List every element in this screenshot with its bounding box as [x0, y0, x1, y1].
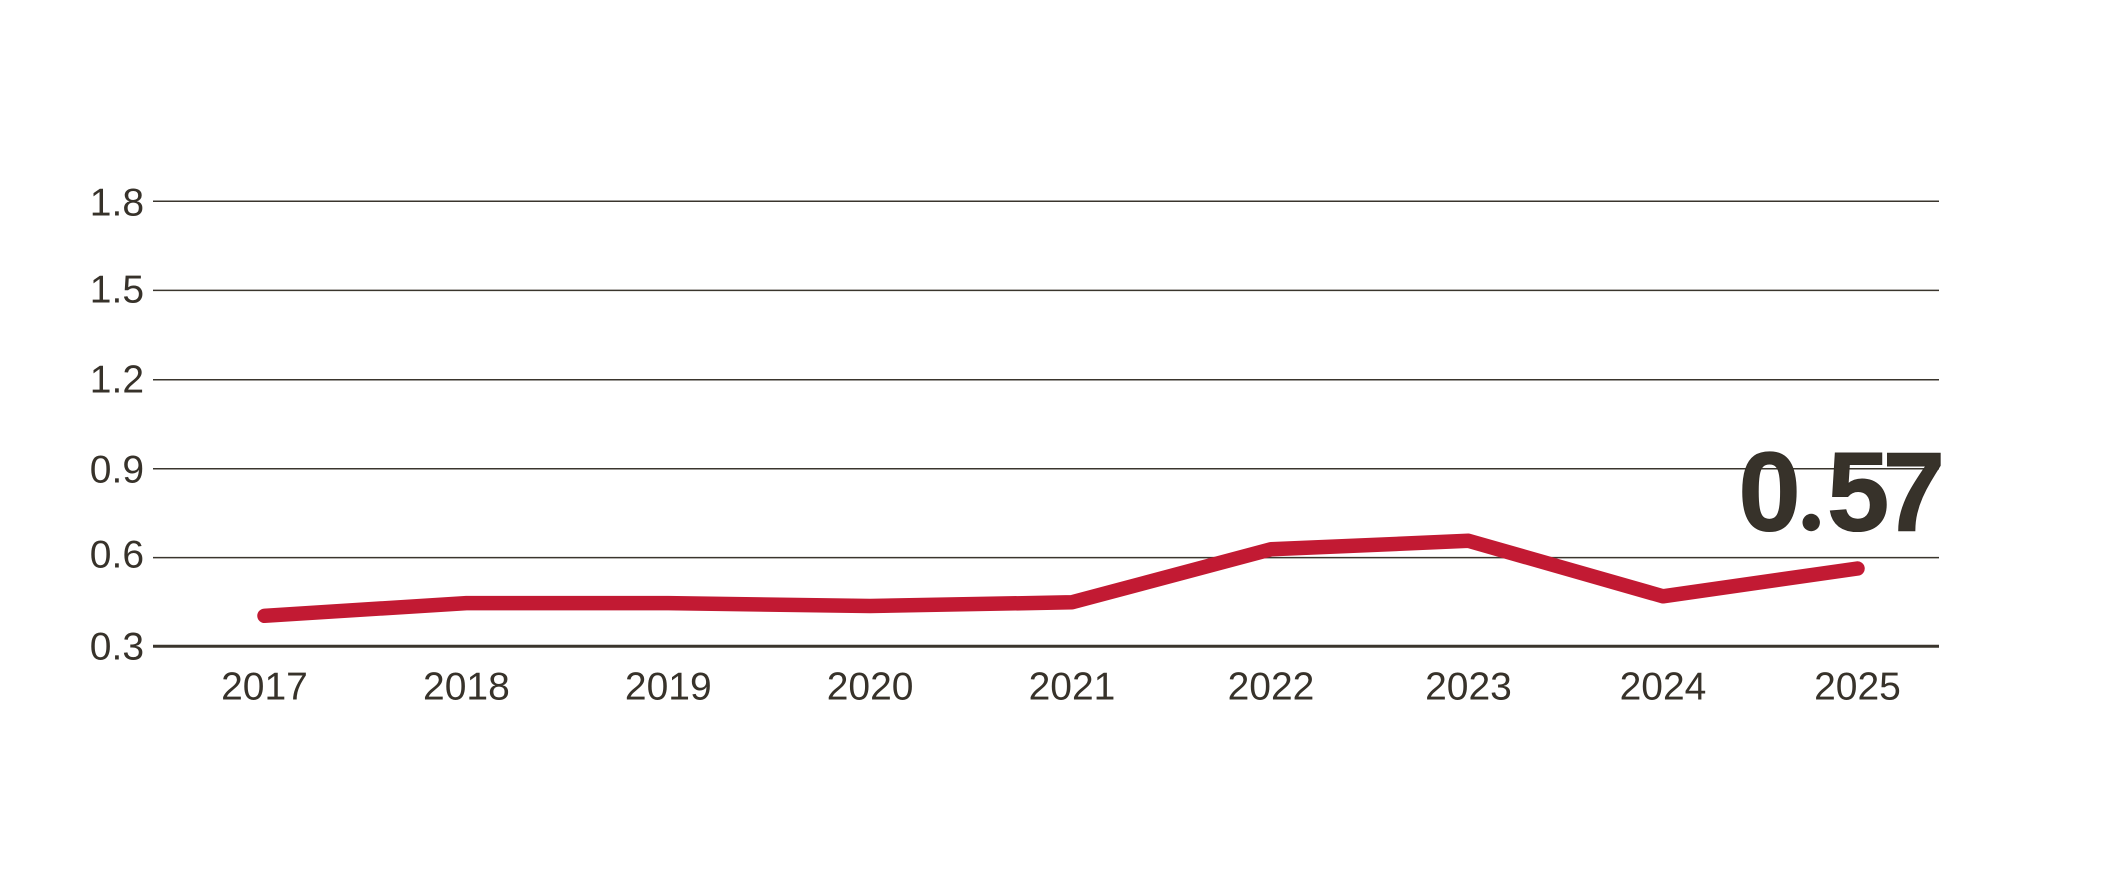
svg-text:1.2: 1.2	[90, 359, 144, 402]
svg-text:2024: 2024	[1620, 666, 1707, 709]
svg-text:2021: 2021	[1029, 666, 1116, 709]
svg-text:1.8: 1.8	[90, 181, 144, 224]
svg-text:2019: 2019	[625, 666, 712, 709]
svg-text:2018: 2018	[423, 666, 510, 709]
svg-text:2020: 2020	[827, 666, 914, 709]
svg-text:1.5: 1.5	[90, 269, 144, 312]
svg-text:0.6: 0.6	[90, 534, 144, 577]
svg-text:2023: 2023	[1425, 666, 1512, 709]
svg-text:0.9: 0.9	[90, 448, 144, 491]
svg-text:0: 0	[1738, 430, 1800, 555]
svg-text:7: 7	[1883, 430, 1945, 555]
svg-text:0.3: 0.3	[90, 625, 144, 668]
svg-text:2025: 2025	[1814, 666, 1901, 709]
svg-text:5: 5	[1827, 430, 1889, 555]
svg-text:2017: 2017	[221, 666, 308, 709]
svg-text:2022: 2022	[1228, 666, 1315, 709]
